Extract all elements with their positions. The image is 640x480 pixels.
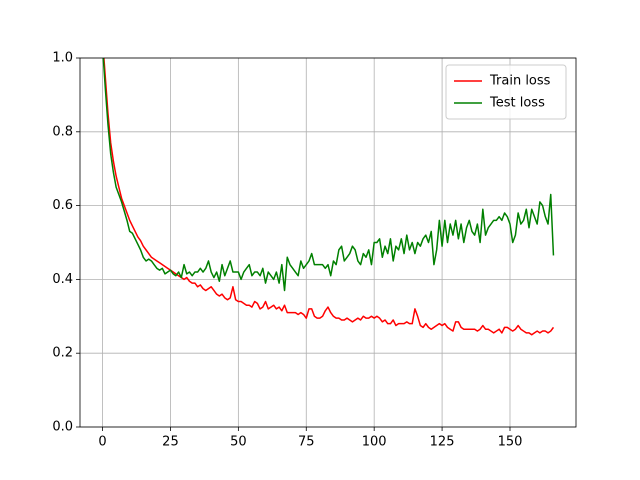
x-tick-label: 100	[362, 435, 387, 450]
x-tick-label: 75	[298, 435, 315, 450]
y-tick-label: 0.4	[52, 272, 73, 287]
legend: Train loss Test loss	[445, 64, 567, 120]
x-tick-label: 25	[162, 435, 179, 450]
x-tick-label: 0	[98, 435, 106, 450]
x-tick-label: 150	[498, 435, 523, 450]
x-tick-label: 125	[430, 435, 455, 450]
line-series	[102, 58, 555, 292]
axes-frame	[79, 57, 577, 428]
y-tick-label: 0.6	[52, 198, 73, 213]
ticks: 0 25 50 75 100 125 150 0.0 0.2 0.4 0.6 0.8 1.0	[52, 51, 522, 450]
y-tick-label: 0.0	[52, 420, 73, 435]
y-tick-label: 0.2	[52, 346, 73, 361]
line-series	[103, 58, 555, 336]
y-tick-label: 1.0	[52, 51, 73, 66]
x-tick-label: 50	[230, 435, 247, 450]
y-tick-label: 0.8	[52, 124, 73, 139]
legend-box	[445, 64, 567, 120]
legend-label: Test loss	[489, 96, 545, 111]
legend-label: Train loss	[489, 74, 551, 89]
lines	[102, 58, 555, 336]
